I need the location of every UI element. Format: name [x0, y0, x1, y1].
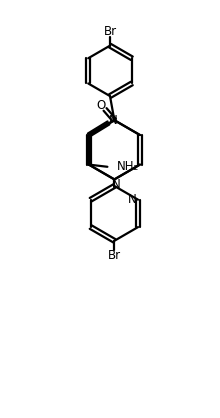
- Text: N: N: [112, 178, 121, 191]
- Text: N: N: [109, 114, 118, 127]
- Text: Br: Br: [108, 249, 121, 262]
- Text: Br: Br: [103, 25, 117, 38]
- Text: O: O: [97, 99, 106, 112]
- Text: N: N: [128, 193, 136, 206]
- Text: NH₂: NH₂: [117, 160, 139, 173]
